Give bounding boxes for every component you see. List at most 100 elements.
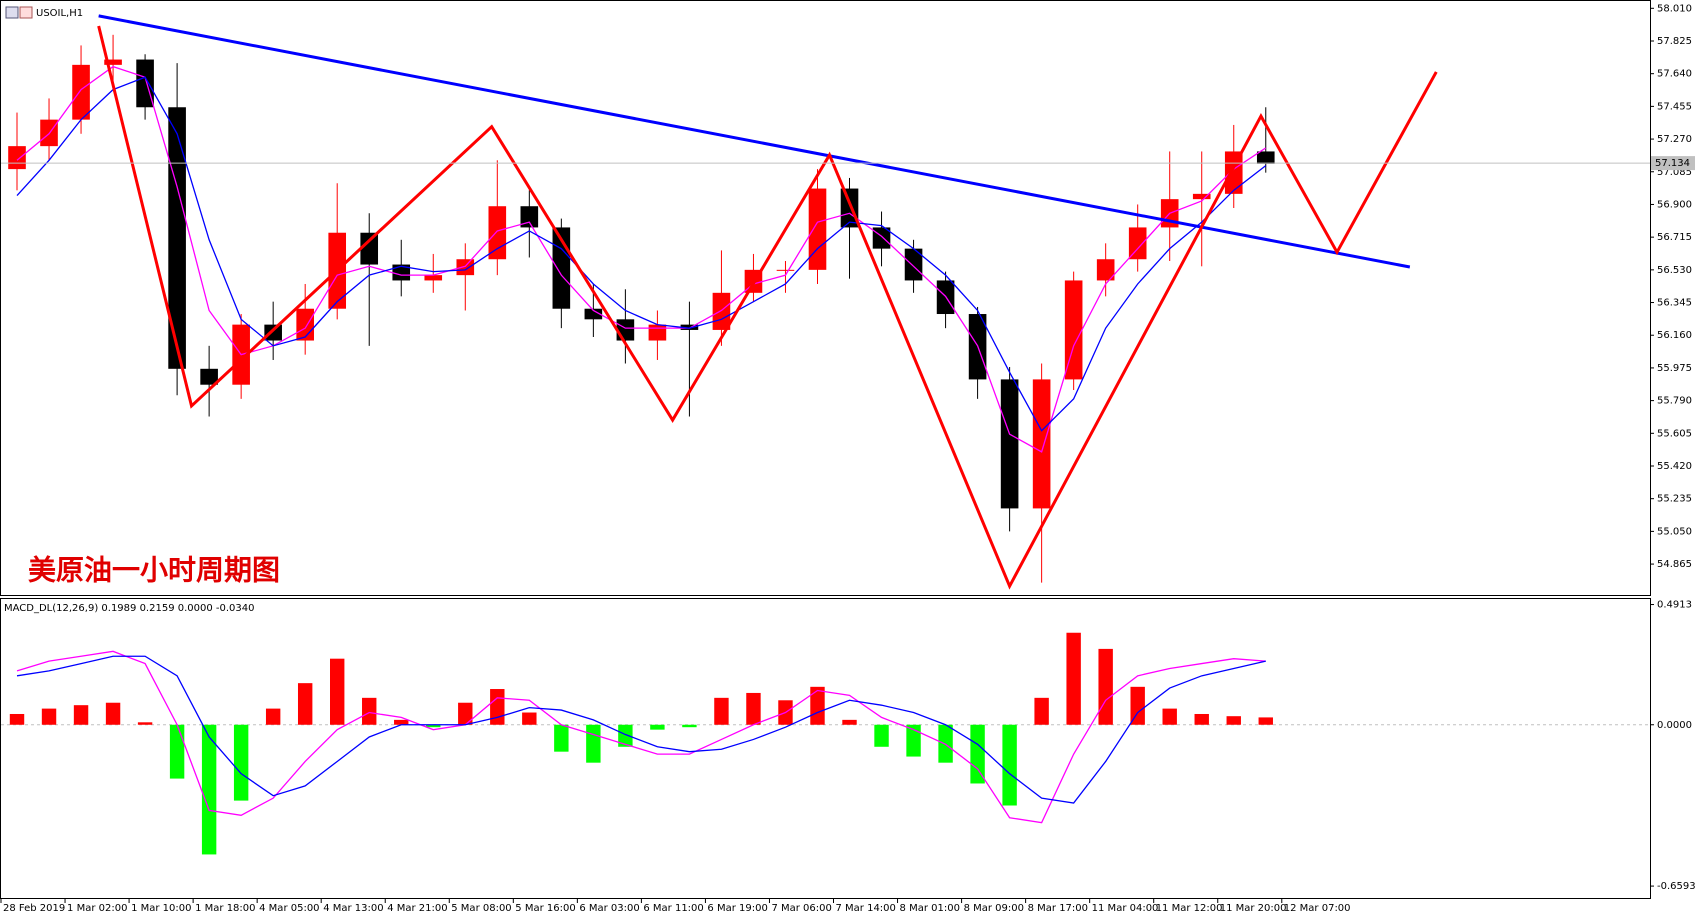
- histogram-bar: [137, 722, 153, 725]
- y-tick-label: 0.0000: [1657, 720, 1692, 731]
- candle-body: [1000, 379, 1019, 509]
- symbol-icon: [19, 6, 33, 19]
- candle-body: [1032, 379, 1051, 509]
- y-tick-label: 56.715: [1657, 232, 1692, 243]
- x-tick-label: 11 Mar 04:00: [1092, 903, 1159, 914]
- annotation: 美原油一小时周期图: [28, 554, 280, 587]
- y-tick-label: -0.6593: [1657, 881, 1696, 892]
- trend-line: [98, 14, 1411, 269]
- histogram-bar: [618, 724, 633, 747]
- candle-body: [808, 188, 827, 270]
- histogram-bar: [1002, 724, 1017, 806]
- histogram-bar: [426, 724, 441, 728]
- histogram-bar: [394, 719, 409, 725]
- histogram-bar: [105, 702, 121, 725]
- candle-body: [1128, 227, 1147, 260]
- y-tick-label: 55.235: [1657, 494, 1692, 505]
- symbol-icon: [5, 6, 19, 19]
- x-tick-label: 1 Mar 18:00: [195, 903, 255, 914]
- histogram-bar: [746, 692, 761, 725]
- x-tick-label: 6 Mar 11:00: [643, 903, 703, 914]
- histogram-bar: [41, 708, 57, 725]
- y-tick-label: 56.345: [1657, 298, 1692, 309]
- y-tick-label: 57.085: [1657, 167, 1692, 178]
- y-tick-label: 58.010: [1657, 3, 1692, 14]
- x-tick-label: 8 Mar 17:00: [1028, 903, 1088, 914]
- y-tick-label: 54.865: [1657, 559, 1692, 570]
- x-tick-label: 4 Mar 05:00: [259, 903, 319, 914]
- candle-body: [264, 324, 282, 341]
- candle-body: [168, 107, 186, 369]
- y-tick-label: 56.530: [1657, 265, 1692, 276]
- candle-body: [1192, 193, 1211, 200]
- y-tick-label: 57.640: [1657, 69, 1692, 80]
- histogram-bar: [650, 724, 665, 730]
- indicator-line: [16, 650, 1266, 824]
- candle-body: [616, 319, 635, 341]
- x-tick-label: 11 Mar 20:00: [1220, 903, 1287, 914]
- candle-body: [840, 188, 859, 228]
- y-tick-label: 55.050: [1657, 526, 1692, 537]
- x-tick-label: 5 Mar 16:00: [515, 903, 575, 914]
- histogram-bar: [810, 686, 825, 725]
- y-tick-label: 0.4913: [1657, 600, 1692, 611]
- histogram-bar: [265, 708, 281, 725]
- last-price-box: [1651, 156, 1695, 171]
- x-tick-label: 5 Mar 08:00: [451, 903, 511, 914]
- macd-panel: [0, 598, 1651, 899]
- x-tick-label: 6 Mar 03:00: [579, 903, 639, 914]
- histogram-bar: [522, 712, 537, 725]
- candle-body: [360, 232, 379, 265]
- x-tick-label: 1 Mar 02:00: [67, 903, 127, 914]
- x-tick-label: 8 Mar 01:00: [900, 903, 960, 914]
- trend-line: [97, 25, 1438, 590]
- y-tick-label: 56.900: [1657, 199, 1692, 210]
- candle-body: [200, 368, 218, 385]
- indicator-title: MACD_DL(12,26,9) 0.1989 0.2159 0.0000 -0…: [4, 603, 255, 614]
- x-tick-label: 7 Mar 06:00: [771, 903, 831, 914]
- x-tick-label: 1 Mar 10:00: [131, 903, 191, 914]
- histogram-bar: [714, 697, 729, 725]
- indicator-line: [16, 65, 1267, 453]
- candle-body: [1256, 151, 1275, 164]
- x-tick-label: 11 Mar 12:00: [1156, 903, 1223, 914]
- histogram-bar: [1194, 713, 1209, 725]
- main-panel: [0, 0, 1651, 596]
- histogram-bar: [458, 702, 473, 725]
- histogram-bar: [329, 658, 345, 725]
- candle-body: [296, 308, 314, 341]
- histogram-bar: [9, 713, 25, 725]
- histogram-bar: [1258, 717, 1273, 725]
- histogram-bar: [682, 724, 697, 728]
- candle-body: [904, 248, 923, 281]
- histogram-bar: [297, 683, 313, 725]
- histogram-bar: [362, 697, 377, 725]
- histogram-bar: [169, 724, 185, 779]
- candle-body: [1064, 280, 1083, 380]
- y-tick-label: 57.825: [1657, 36, 1692, 47]
- y-tick-label: 55.975: [1657, 363, 1692, 374]
- chart-title: USOIL,H1: [36, 8, 83, 19]
- histogram-bar: [233, 724, 249, 801]
- histogram-bar: [1034, 697, 1049, 725]
- x-tick-label: 4 Mar 13:00: [323, 903, 383, 914]
- candle-body: [104, 59, 122, 65]
- candle-body: [648, 324, 667, 341]
- histogram-bar: [906, 724, 921, 757]
- histogram-bar: [201, 724, 217, 855]
- candle-body: [680, 324, 699, 330]
- histogram-bar: [554, 724, 569, 752]
- candle-body: [488, 206, 507, 260]
- candle-body: [584, 308, 603, 320]
- histogram-bar: [842, 719, 857, 725]
- histogram-bar: [1162, 708, 1177, 725]
- y-tick-label: 57.455: [1657, 101, 1692, 112]
- y-tick-label: 56.160: [1657, 330, 1692, 341]
- x-tick-label: 28 Feb 2019: [3, 903, 65, 914]
- histogram-bar: [970, 724, 985, 784]
- candle-body: [776, 269, 795, 271]
- x-tick-label: 7 Mar 14:00: [836, 903, 896, 914]
- histogram-bar: [874, 724, 889, 747]
- candle-body: [392, 264, 411, 281]
